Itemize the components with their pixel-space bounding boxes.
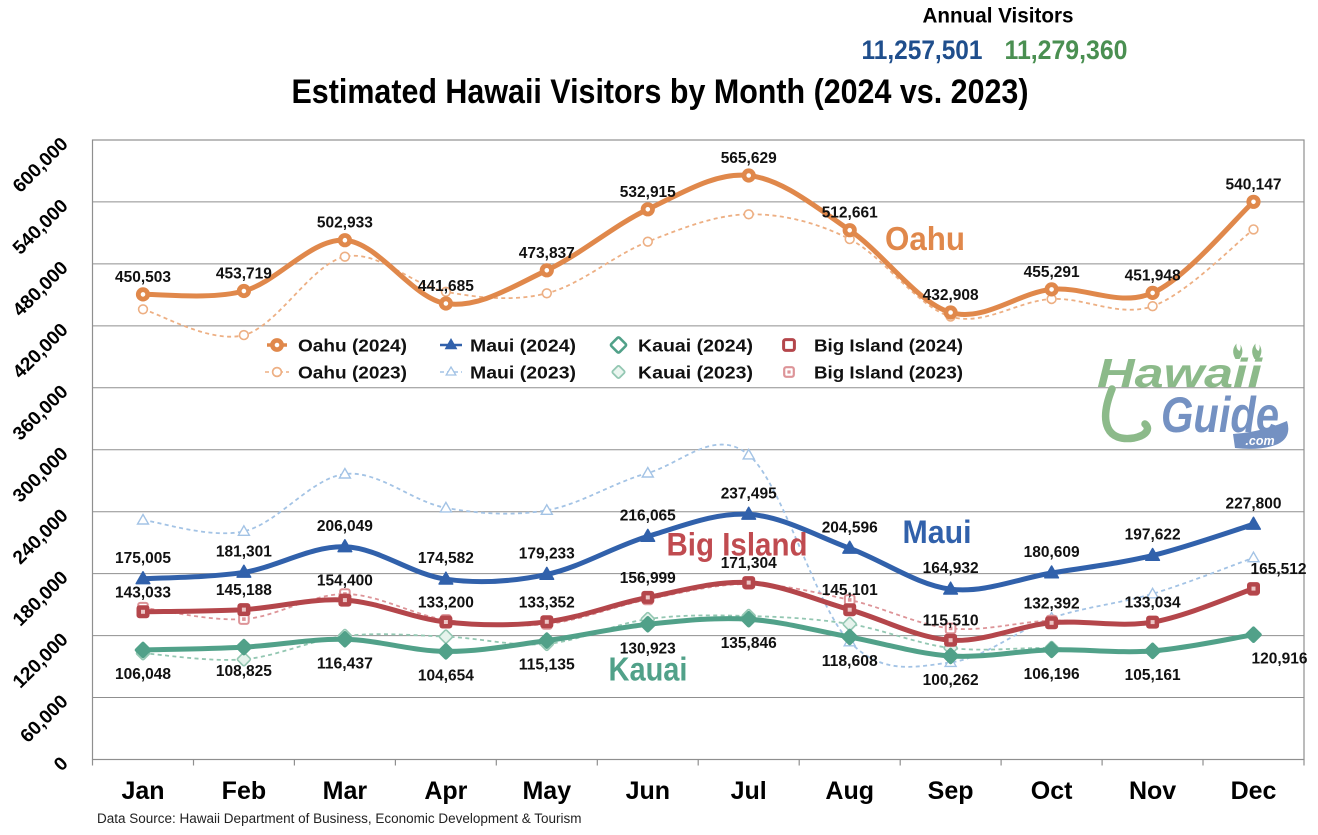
- svg-text:118,608: 118,608: [822, 653, 878, 670]
- svg-text:106,196: 106,196: [1024, 666, 1080, 683]
- svg-text:108,825: 108,825: [216, 663, 272, 680]
- svg-text:Maui (2024): Maui (2024): [470, 336, 576, 356]
- svg-text:145,101: 145,101: [822, 582, 878, 599]
- svg-text:Jan: Jan: [121, 777, 164, 805]
- svg-text:441,685: 441,685: [418, 278, 474, 295]
- svg-text:132,392: 132,392: [1024, 595, 1080, 612]
- svg-text:206,049: 206,049: [317, 518, 373, 535]
- svg-text:600,000: 600,000: [9, 134, 72, 197]
- svg-text:Maui: Maui: [903, 514, 972, 550]
- svg-text:180,609: 180,609: [1024, 544, 1080, 561]
- svg-text:Big Island (2023): Big Island (2023): [814, 363, 963, 383]
- svg-text:Oahu (2024): Oahu (2024): [298, 336, 407, 356]
- svg-text:Nov: Nov: [1129, 777, 1176, 805]
- svg-text:Feb: Feb: [222, 777, 266, 805]
- svg-text:453,719: 453,719: [216, 266, 272, 283]
- svg-text:360,000: 360,000: [9, 381, 72, 444]
- svg-text:420,000: 420,000: [9, 320, 72, 383]
- svg-text:Data Source: Hawaii Department: Data Source: Hawaii Department of Busine…: [97, 811, 581, 826]
- svg-text:Dec: Dec: [1231, 777, 1277, 805]
- svg-text:135,846: 135,846: [721, 635, 777, 652]
- svg-text:Sep: Sep: [928, 777, 974, 805]
- svg-text:Kauai (2024): Kauai (2024): [638, 336, 753, 356]
- svg-text:154,400: 154,400: [317, 573, 373, 590]
- svg-text:Mar: Mar: [323, 777, 368, 805]
- svg-text:450,503: 450,503: [115, 269, 171, 286]
- svg-text:105,161: 105,161: [1125, 667, 1181, 684]
- svg-text:451,948: 451,948: [1125, 267, 1181, 284]
- svg-text:.com: .com: [1245, 434, 1274, 448]
- svg-text:240,000: 240,000: [9, 505, 72, 568]
- svg-text:165,512: 165,512: [1251, 561, 1307, 578]
- svg-text:174,582: 174,582: [418, 550, 474, 567]
- svg-text:120,916: 120,916: [1252, 651, 1308, 668]
- svg-text:Jul: Jul: [731, 777, 767, 805]
- svg-text:565,629: 565,629: [721, 150, 777, 167]
- svg-text:120,000: 120,000: [9, 629, 72, 692]
- svg-text:Big Island (2024): Big Island (2024): [814, 336, 963, 356]
- svg-text:171,304: 171,304: [721, 555, 777, 572]
- svg-text:237,495: 237,495: [721, 485, 777, 502]
- svg-text:Maui (2023): Maui (2023): [470, 363, 576, 383]
- svg-text:473,837: 473,837: [519, 245, 575, 262]
- svg-text:Kauai: Kauai: [609, 652, 688, 689]
- svg-text:60,000: 60,000: [17, 691, 73, 747]
- svg-text:115,510: 115,510: [923, 613, 979, 630]
- svg-text:Estimated Hawaii Visitors by M: Estimated Hawaii Visitors by Month (2024…: [292, 73, 1029, 111]
- svg-text:Oct: Oct: [1031, 777, 1073, 805]
- svg-text:143,033: 143,033: [115, 584, 171, 601]
- svg-text:133,352: 133,352: [519, 594, 575, 611]
- svg-text:204,596: 204,596: [822, 519, 878, 536]
- svg-text:Kauai (2023): Kauai (2023): [638, 363, 753, 383]
- svg-text:502,933: 502,933: [317, 215, 373, 232]
- svg-text:11,279,360: 11,279,360: [1005, 35, 1128, 65]
- svg-text:145,188: 145,188: [216, 582, 272, 599]
- svg-text:432,908: 432,908: [923, 287, 979, 304]
- svg-text:Big Island: Big Island: [667, 527, 808, 563]
- svg-text:115,135: 115,135: [519, 657, 575, 674]
- svg-text:180,000: 180,000: [9, 567, 72, 630]
- svg-text:Aug: Aug: [825, 777, 874, 805]
- svg-text:100,262: 100,262: [923, 672, 979, 689]
- svg-text:Jun: Jun: [626, 777, 670, 805]
- svg-text:480,000: 480,000: [9, 258, 72, 321]
- svg-text:156,999: 156,999: [620, 570, 676, 587]
- svg-text:104,654: 104,654: [418, 667, 474, 684]
- svg-text:175,005: 175,005: [115, 550, 171, 567]
- svg-text:227,800: 227,800: [1226, 495, 1282, 512]
- svg-text:116,437: 116,437: [317, 655, 373, 672]
- svg-text:532,915: 532,915: [620, 184, 676, 201]
- svg-text:Oahu: Oahu: [885, 220, 965, 257]
- svg-text:133,034: 133,034: [1125, 595, 1181, 612]
- svg-text:130,923: 130,923: [620, 640, 676, 657]
- svg-text:540,000: 540,000: [9, 196, 72, 259]
- svg-text:216,065: 216,065: [620, 507, 676, 524]
- svg-text:164,932: 164,932: [923, 560, 979, 577]
- svg-text:Apr: Apr: [424, 777, 467, 805]
- svg-text:540,147: 540,147: [1226, 176, 1282, 193]
- svg-text:179,233: 179,233: [519, 545, 575, 562]
- svg-text:133,200: 133,200: [418, 595, 474, 612]
- svg-text:300,000: 300,000: [9, 443, 72, 506]
- svg-text:197,622: 197,622: [1125, 527, 1181, 544]
- svg-text:May: May: [522, 777, 571, 805]
- svg-text:512,661: 512,661: [822, 205, 878, 222]
- svg-text:Annual Visitors: Annual Visitors: [923, 5, 1074, 28]
- svg-text:11,257,501: 11,257,501: [862, 35, 983, 65]
- svg-text:181,301: 181,301: [216, 543, 272, 560]
- svg-text:106,048: 106,048: [115, 666, 171, 683]
- svg-text:Oahu (2023): Oahu (2023): [298, 363, 407, 383]
- svg-text:0: 0: [50, 753, 72, 775]
- svg-text:455,291: 455,291: [1024, 264, 1080, 281]
